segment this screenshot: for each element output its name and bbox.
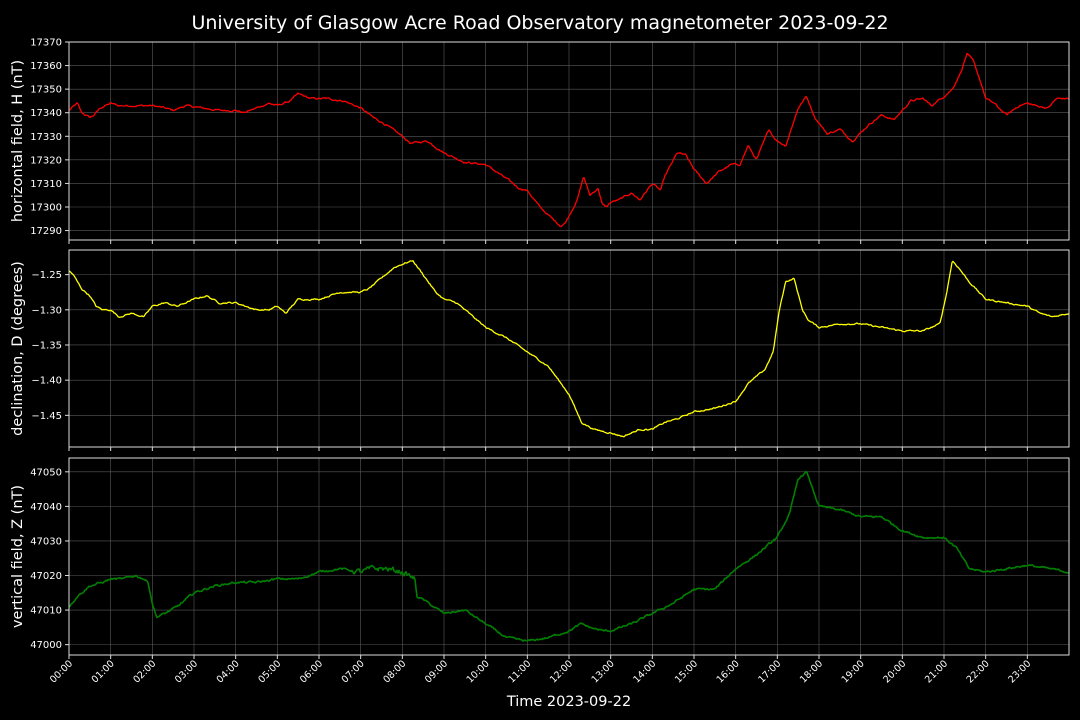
y-tick-label: 17320 [30, 155, 62, 166]
y-tick-label: 47030 [30, 536, 62, 547]
y-tick-label: −1.35 [31, 340, 62, 351]
y-axis-label: declination, D (degrees) [10, 261, 26, 436]
y-axis-label: horizontal field, H (nT) [10, 60, 26, 222]
y-tick-label: 17350 [30, 85, 62, 96]
x-axis-label: Time 2023-09-22 [506, 694, 631, 710]
panel-frame [68, 249, 1070, 448]
y-tick-label: −1.45 [31, 411, 62, 422]
series-line-vertical-field [68, 470, 1070, 642]
y-tick-label: 17370 [30, 38, 62, 49]
panel-frame [68, 457, 1070, 656]
y-tick-label: −1.25 [31, 270, 62, 281]
y-tick-label: 17290 [30, 226, 62, 237]
series-line-declination [68, 260, 1070, 438]
y-tick-label: 17310 [30, 179, 62, 190]
y-tick-label: −1.40 [31, 376, 62, 387]
panel-declination: −1.45 −1.40 −1.35 −1.30 −1.25 declination, D … [10, 249, 1070, 451]
series-line-horizontal-field [68, 52, 1070, 228]
y-tick-label: −1.30 [31, 305, 62, 316]
panel-horizontal-field: 17290 17300 17310 17320 17330 17340 17350 17360… [10, 38, 1070, 244]
panel-frame [68, 41, 1070, 241]
y-tick-label: 47040 [30, 502, 62, 513]
y-tick-label: 47010 [30, 606, 62, 617]
y-tick-label: 47020 [30, 571, 62, 582]
y-tick-label: 47050 [30, 467, 62, 478]
y-tick-label: 17300 [30, 203, 62, 214]
y-tick-label: 17360 [30, 61, 62, 72]
y-tick-label: 17340 [30, 108, 62, 119]
chart-title: University of Glasgow Acre Road Observat… [191, 12, 888, 34]
y-tick-label: 17330 [30, 132, 62, 143]
y-tick-label: 47000 [30, 640, 62, 651]
y-axis-label: vertical field, Z (nT) [10, 485, 26, 628]
chart-panels: 17290 17300 17310 17320 17330 17340 17350 17360… [10, 38, 1070, 659]
panel-vertical-field: 47000 47010 47020 47030 47040 47050 vertical f… [10, 457, 1070, 659]
